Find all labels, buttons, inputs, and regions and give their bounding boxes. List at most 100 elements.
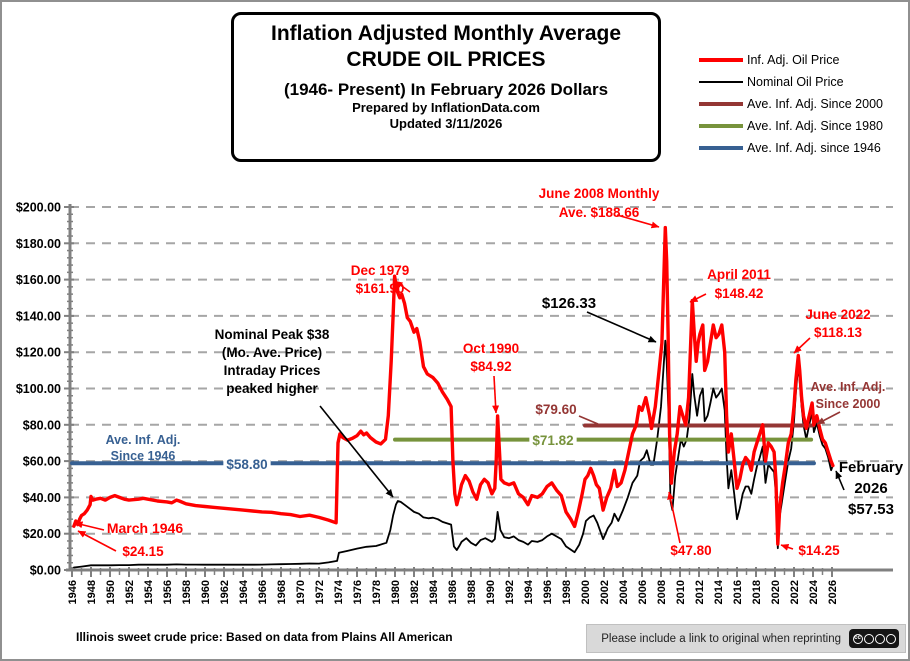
annotation-value-14-25: $14.25 bbox=[780, 543, 840, 558]
svg-text:Ave. Inf. Adj.: Ave. Inf. Adj. bbox=[811, 380, 886, 394]
annotation-value-24-15: $24.15 bbox=[122, 544, 164, 559]
title-line-3: (1946- Present) In February 2026 Dollars bbox=[283, 80, 609, 99]
svg-text:March 1946: March 1946 bbox=[107, 520, 183, 536]
legend-item-1: Nominal Oil Price bbox=[699, 71, 907, 93]
svg-text:$20.00: $20.00 bbox=[23, 527, 61, 541]
svg-text:2012: 2012 bbox=[694, 580, 706, 604]
svg-text:2024: 2024 bbox=[808, 579, 820, 604]
svg-text:1990: 1990 bbox=[485, 580, 497, 604]
legend-item-4: Ave. Inf. Adj. since 1946 bbox=[699, 137, 907, 159]
prepared-by-line: Prepared by InflationData.com bbox=[352, 100, 540, 115]
svg-text:$126.33: $126.33 bbox=[542, 295, 596, 312]
annotation-february-2026: February 2026 $57.53 bbox=[835, 459, 904, 518]
svg-text:2026: 2026 bbox=[827, 580, 839, 604]
annotation-value-126-33: $126.33 bbox=[542, 295, 657, 343]
svg-text:$47.80: $47.80 bbox=[670, 543, 711, 558]
svg-text:Since 1946: Since 1946 bbox=[111, 449, 176, 463]
svg-text:$24.15: $24.15 bbox=[122, 544, 164, 559]
legend-label: Ave. Inf. Adj. Since 2000 bbox=[747, 97, 883, 111]
svg-text:$60.00: $60.00 bbox=[23, 455, 61, 469]
svg-text:$100.00: $100.00 bbox=[16, 382, 61, 396]
svg-text:April 2011: April 2011 bbox=[707, 267, 771, 282]
cc-nd-icon bbox=[885, 633, 896, 644]
svg-text:1946: 1946 bbox=[67, 580, 79, 604]
svg-text:$200.00: $200.00 bbox=[16, 201, 61, 215]
annotation-value-79-60: $79.60 bbox=[535, 402, 599, 425]
svg-text:$58.80: $58.80 bbox=[226, 457, 267, 472]
title-line-2: CRUDE OIL PRICES bbox=[346, 48, 546, 71]
svg-text:2004: 2004 bbox=[618, 579, 630, 604]
svg-text:1982: 1982 bbox=[409, 580, 421, 604]
svg-text:2022: 2022 bbox=[789, 580, 801, 604]
legend-item-0: Inf. Adj. Oil Price bbox=[699, 49, 907, 71]
svg-text:June 2008 Monthly: June 2008 Monthly bbox=[539, 186, 660, 201]
legend-label: Nominal Oil Price bbox=[747, 75, 844, 89]
svg-text:1950: 1950 bbox=[105, 580, 117, 604]
svg-text:Dec 1979: Dec 1979 bbox=[351, 263, 410, 278]
annotation-june-2022: June 2022 $118.13 bbox=[793, 307, 871, 354]
svg-text:2000: 2000 bbox=[580, 580, 592, 604]
svg-text:1968: 1968 bbox=[276, 580, 288, 604]
svg-text:1974: 1974 bbox=[333, 579, 345, 604]
svg-text:$57.53: $57.53 bbox=[848, 501, 894, 518]
svg-text:1966: 1966 bbox=[257, 580, 269, 604]
svg-text:1988: 1988 bbox=[466, 580, 478, 604]
svg-text:1996: 1996 bbox=[542, 580, 554, 604]
svg-text:$79.60: $79.60 bbox=[535, 402, 576, 417]
cc-by-icon bbox=[863, 633, 874, 644]
svg-text:1992: 1992 bbox=[504, 580, 516, 604]
svg-text:$0.00: $0.00 bbox=[30, 564, 61, 578]
annotation-march-1946: March 1946 bbox=[74, 520, 183, 552]
svg-text:1984: 1984 bbox=[428, 579, 440, 604]
svg-text:$40.00: $40.00 bbox=[23, 491, 61, 505]
annotation-ave-since-1946: Ave. Inf. Adj. Since 1946 bbox=[106, 433, 181, 463]
legend-line-swatch bbox=[699, 124, 743, 128]
svg-text:1960: 1960 bbox=[200, 580, 212, 604]
reprint-note: Please include a link to original when r… bbox=[601, 632, 841, 645]
svg-text:2026: 2026 bbox=[854, 480, 887, 497]
annotation-april-2011: April 2011 $148.42 bbox=[689, 267, 771, 303]
svg-text:2014: 2014 bbox=[713, 579, 725, 604]
source-note: Illinois sweet crude price: Based on dat… bbox=[76, 630, 453, 644]
svg-text:Nominal Peak $38: Nominal Peak $38 bbox=[215, 327, 330, 342]
reprint-notice-bar: Please include a link to original when r… bbox=[586, 624, 906, 653]
svg-text:1972: 1972 bbox=[314, 580, 326, 604]
svg-text:1980: 1980 bbox=[390, 580, 402, 604]
legend-label: Inf. Adj. Oil Price bbox=[747, 53, 840, 67]
svg-text:(Mo. Ave. Price): (Mo. Ave. Price) bbox=[222, 345, 322, 360]
svg-text:Since 2000: Since 2000 bbox=[816, 397, 881, 411]
svg-text:2010: 2010 bbox=[675, 580, 687, 604]
svg-text:Oct 1990: Oct 1990 bbox=[463, 341, 519, 356]
updated-line: Updated 3/11/2026 bbox=[389, 116, 503, 131]
svg-text:$80.00: $80.00 bbox=[23, 418, 61, 432]
annotation-value-58-80: $58.80 bbox=[223, 456, 271, 473]
svg-text:2018: 2018 bbox=[751, 580, 763, 604]
legend-line-swatch bbox=[699, 58, 743, 62]
svg-text:1958: 1958 bbox=[181, 580, 193, 604]
svg-text:1976: 1976 bbox=[352, 580, 364, 604]
svg-text:2006: 2006 bbox=[637, 580, 649, 604]
cc-icon: cc bbox=[852, 633, 863, 644]
annotation-value-71-82: $71.82 bbox=[529, 432, 577, 449]
svg-text:2008: 2008 bbox=[656, 580, 668, 604]
svg-text:June 2022: June 2022 bbox=[805, 307, 870, 322]
creative-commons-license-icon[interactable]: cc bbox=[849, 629, 899, 648]
svg-text:$118.13: $118.13 bbox=[814, 325, 863, 340]
svg-text:$71.82: $71.82 bbox=[532, 433, 573, 448]
title-box: Inflation Adjusted Monthly Average CRUDE… bbox=[231, 12, 661, 162]
svg-text:1964: 1964 bbox=[238, 579, 250, 604]
legend-label: Ave. Inf. Adj. since 1946 bbox=[747, 141, 881, 155]
annotation-value-47-80: $47.80 bbox=[667, 491, 712, 558]
svg-text:$160.00: $160.00 bbox=[16, 273, 61, 287]
annotation-dec-1979: Dec 1979 $161.90 bbox=[351, 263, 411, 296]
legend-item-3: Ave. Inf. Adj. Since 1980 bbox=[699, 115, 907, 137]
svg-text:$140.00: $140.00 bbox=[16, 309, 61, 323]
svg-text:2020: 2020 bbox=[770, 580, 782, 604]
svg-text:1956: 1956 bbox=[162, 580, 174, 604]
svg-text:1948: 1948 bbox=[86, 580, 98, 604]
svg-text:2016: 2016 bbox=[732, 580, 744, 604]
svg-text:1994: 1994 bbox=[523, 579, 535, 604]
svg-text:1978: 1978 bbox=[371, 580, 383, 604]
legend-line-swatch bbox=[699, 102, 743, 106]
